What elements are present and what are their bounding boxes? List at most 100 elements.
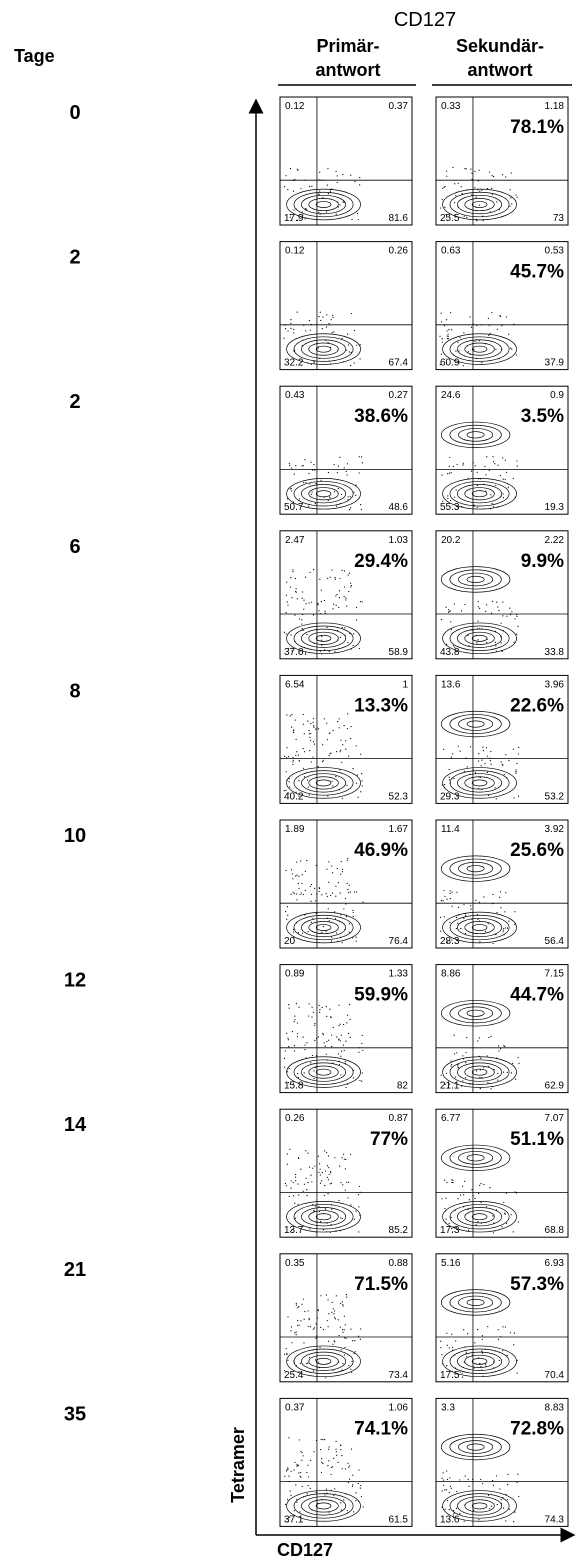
event-dot: [353, 362, 355, 364]
event-dot: [476, 642, 478, 644]
quadrant-value: 43.8: [440, 647, 460, 658]
event-dot: [340, 749, 342, 751]
event-dot: [322, 759, 324, 761]
contour: [293, 770, 354, 796]
contour: [458, 861, 494, 876]
event-dot: [329, 894, 332, 897]
event-dot: [288, 1437, 290, 1439]
contour: [293, 1348, 354, 1374]
event-dot: [457, 1064, 459, 1066]
percent-label: 78.1%: [510, 117, 564, 138]
event-dot: [304, 218, 306, 220]
event-dot: [480, 1365, 482, 1368]
event-dot: [290, 1187, 292, 1189]
event-dot: [296, 893, 298, 895]
event-dot: [290, 319, 292, 321]
event-dot: [286, 1032, 288, 1034]
event-dot: [320, 1295, 322, 1297]
event-dot: [322, 1439, 324, 1441]
event-dot: [293, 931, 295, 933]
event-dot: [285, 757, 288, 759]
event-dot: [350, 586, 352, 588]
contour: [449, 569, 502, 590]
event-dot: [303, 1318, 305, 1320]
day-label: 14: [64, 1114, 87, 1136]
percent-label: 25.6%: [510, 840, 564, 861]
event-dot: [340, 1034, 342, 1036]
event-dot: [315, 1323, 317, 1325]
quadrant-value: 56.4: [545, 936, 565, 947]
event-dot: [492, 1479, 494, 1482]
event-dot: [502, 457, 504, 459]
event-dot: [441, 199, 443, 201]
contour: [301, 1496, 347, 1516]
event-dot: [319, 311, 321, 313]
event-dot: [480, 1478, 482, 1481]
event-dot: [288, 777, 290, 780]
event-dot: [361, 773, 363, 775]
event-dot: [340, 1449, 342, 1451]
quadrant-value: 1.67: [389, 824, 409, 835]
event-dot: [455, 916, 458, 918]
event-dot: [460, 610, 463, 612]
event-dot: [345, 916, 348, 918]
event-dot: [446, 335, 448, 337]
event-dot: [311, 491, 313, 493]
event-dot: [340, 1509, 343, 1511]
event-dot: [513, 1521, 515, 1523]
event-dot: [450, 628, 453, 630]
event-dot: [297, 882, 299, 885]
event-dot: [457, 341, 459, 344]
event-dot: [345, 903, 347, 905]
event-dot: [480, 1201, 482, 1203]
event-dot: [444, 185, 446, 188]
event-dot: [352, 1474, 354, 1476]
event-dot: [349, 507, 352, 509]
event-dot: [352, 1340, 354, 1342]
event-dot: [439, 335, 441, 337]
event-dot: [495, 484, 497, 487]
event-dot: [470, 746, 472, 748]
event-dot: [288, 1475, 290, 1477]
contour: [308, 342, 339, 356]
event-dot: [310, 601, 313, 603]
event-dot: [343, 1049, 345, 1052]
quadrant-value: 17.3: [440, 1225, 460, 1236]
event-dot: [334, 578, 336, 580]
event-dot: [310, 493, 312, 496]
event-dot: [293, 1469, 295, 1471]
event-dot: [295, 875, 297, 877]
contour: [471, 345, 488, 353]
event-dot: [508, 333, 510, 335]
event-dot: [464, 1077, 467, 1079]
event-dot: [447, 497, 449, 500]
contour: [466, 1154, 485, 1162]
event-dot: [307, 1485, 309, 1487]
percent-label: 57.3%: [510, 1274, 564, 1295]
event-dot: [336, 1454, 338, 1457]
event-dot: [358, 1231, 360, 1233]
event-dot: [341, 761, 343, 763]
event-dot: [347, 574, 349, 576]
event-dot: [346, 859, 348, 861]
event-dot: [301, 1485, 303, 1488]
event-dot: [320, 589, 323, 591]
event-dot: [443, 1484, 445, 1486]
quadrant-value: 0.88: [389, 1258, 409, 1269]
contour: [464, 198, 495, 212]
percent-label: 51.1%: [510, 1129, 564, 1150]
contour: [315, 490, 332, 498]
event-dot: [480, 765, 482, 767]
event-dot: [465, 168, 467, 170]
event-dot: [353, 1069, 355, 1072]
event-dot: [323, 1194, 325, 1197]
event-dot: [304, 889, 306, 892]
event-dot: [339, 577, 341, 580]
event-dot: [497, 1338, 500, 1340]
percent-label: 72.8%: [510, 1418, 564, 1439]
event-dot: [481, 1352, 484, 1354]
event-dot: [296, 899, 298, 901]
event-dot: [308, 794, 310, 796]
event-dot: [291, 647, 293, 649]
event-dot: [329, 190, 331, 192]
